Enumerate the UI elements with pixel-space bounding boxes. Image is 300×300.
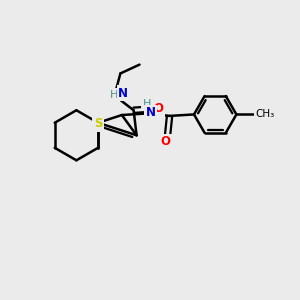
Text: CH₃: CH₃ (256, 110, 275, 119)
Text: N: N (118, 87, 128, 100)
Text: O: O (161, 135, 171, 148)
Text: H: H (143, 99, 151, 109)
Text: O: O (153, 102, 163, 115)
Text: N: N (146, 106, 156, 119)
Text: H: H (110, 90, 119, 100)
Text: S: S (94, 117, 102, 130)
